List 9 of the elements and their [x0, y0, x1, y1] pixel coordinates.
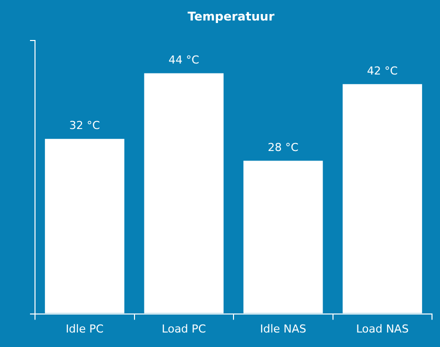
- x-tick-label: Load NAS: [356, 322, 409, 336]
- x-tick-label: Idle NAS: [260, 322, 306, 336]
- chart-title: Temperatuur: [188, 9, 274, 24]
- data-label: 28 °C: [268, 141, 299, 154]
- data-label: 32 °C: [69, 119, 100, 132]
- x-tick-label: Load PC: [162, 322, 206, 336]
- x-tick-label: Idle PC: [66, 322, 104, 336]
- data-label: 42 °C: [367, 64, 398, 78]
- data-label: 44 °C: [168, 54, 200, 67]
